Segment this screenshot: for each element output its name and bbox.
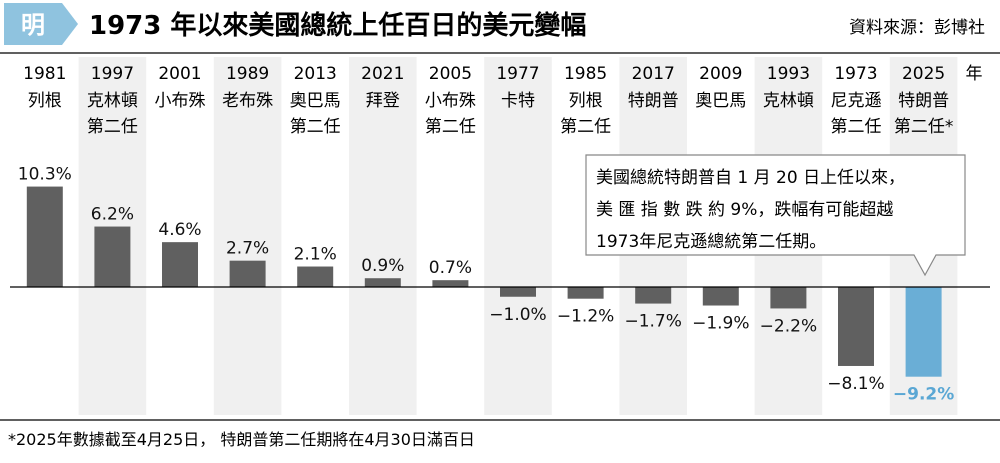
category-name-label: 老布殊 [222,91,273,111]
category-name-label: 第二任 [290,117,341,137]
bar-highlight [905,287,942,377]
callout-box [585,154,966,277]
value-label: −1.7% [624,312,681,332]
category-year-label: 1993 [767,64,810,84]
category-name-label: 第二任 [560,117,611,137]
category-name-label: 列根 [569,91,603,111]
category-year-label: 1973 [834,64,877,84]
category-name-label: 第二任 [425,117,476,137]
column-shade [213,57,282,415]
category-name-label: 卡特 [501,91,535,111]
value-label: −1.0% [489,305,546,325]
bar [162,242,198,287]
category-name-label: 拜登 [366,91,400,111]
category-name-label: 第二任 [87,117,138,137]
bar [635,287,672,304]
category-year-label: 2025 [902,64,945,84]
value-label: 6.2% [91,205,134,225]
value-label: 0.9% [361,256,404,276]
category-year-label: 2009 [699,64,742,84]
bar [297,266,334,287]
bar [432,280,469,287]
value-label: 10.3% [18,165,72,185]
callout-annotation: 美國總統特朗普自 1 月 20 日上任以來， 美 匯 指 數 跌 約 9%，跌幅… [585,154,966,277]
bar [500,287,536,297]
category-year-label: 1989 [226,64,269,84]
newspaper-logo-char: 明 [21,11,45,39]
category-name-label: 小布殊 [425,91,476,111]
category-name-label: 奧巴馬 [695,91,746,111]
category-year-label: 2017 [632,64,675,84]
bars [26,186,942,377]
value-label: −1.9% [692,314,749,334]
category-year-label: 1997 [91,64,134,84]
category-year-label: 1981 [23,64,66,84]
year-unit-label: 年 [966,64,983,84]
header: 明 1973 年以來美國總統上任百日的美元變幅 資料來源：彭博社 [4,3,985,45]
value-label: −9.2% [893,385,954,405]
category-year-label: 1977 [496,64,539,84]
category-name-label: 奧巴馬 [290,91,341,111]
value-label: 0.7% [429,258,472,278]
category-name-label: 小布殊 [155,91,206,111]
category-name-label: 尼克遜 [831,91,882,111]
newspaper-logo-icon [4,3,78,45]
category-name-label: 特朗普 [898,91,949,111]
bar [567,287,604,299]
category-name-label: 第二任* [894,117,954,137]
bar [26,186,63,287]
value-labels: 10.3%6.2%4.6%2.7% 2.1%0.9% 0.7%−1.0% −1.2% −… [18,165,955,405]
value-label: −8.1% [827,374,884,394]
bar [702,287,739,306]
bar [229,260,266,287]
category-name-label: 克林頓 [87,91,138,111]
callout-line-1: 美國總統特朗普自 1 月 20 日上任以來， [596,168,905,188]
category-labels: 1981列根1997克林頓第二任2001小布殊1989老布殊2013奧巴馬第二任… [23,64,953,137]
category-year-label: 1985 [564,64,607,84]
bar [94,226,131,287]
value-label: −1.2% [557,307,614,327]
chart-title: 1973 年以來美國總統上任百日的美元變幅 [89,10,586,41]
category-year-label: 2013 [294,64,337,84]
bar [770,287,807,309]
value-label: 2.7% [226,239,269,259]
bar [364,278,401,287]
callout-line-3: 1973年尼克遜總統第二任期。 [596,232,826,252]
value-label: 4.6% [158,220,201,240]
category-name-label: 克林頓 [763,91,814,111]
callout-line-2: 美 匯 指 數 跌 約 9%，跌幅有可能超越 [596,200,893,220]
category-name-label: 列根 [28,91,62,111]
category-year-label: 2021 [361,64,404,84]
category-year-label: 2005 [429,64,472,84]
category-name-label: 第二任 [831,117,882,137]
value-label: 2.1% [294,245,337,265]
value-label: −2.2% [760,316,817,336]
footnote: *2025年數據截至4月25日， 特朗普第二任期將在4月30日滿百日 [8,430,475,449]
column-shade [484,57,552,415]
category-name-label: 特朗普 [628,91,679,111]
source-label: 資料來源：彭博社 [849,18,985,38]
column-shade [349,57,417,415]
bar [838,287,874,366]
category-year-label: 2001 [158,64,201,84]
